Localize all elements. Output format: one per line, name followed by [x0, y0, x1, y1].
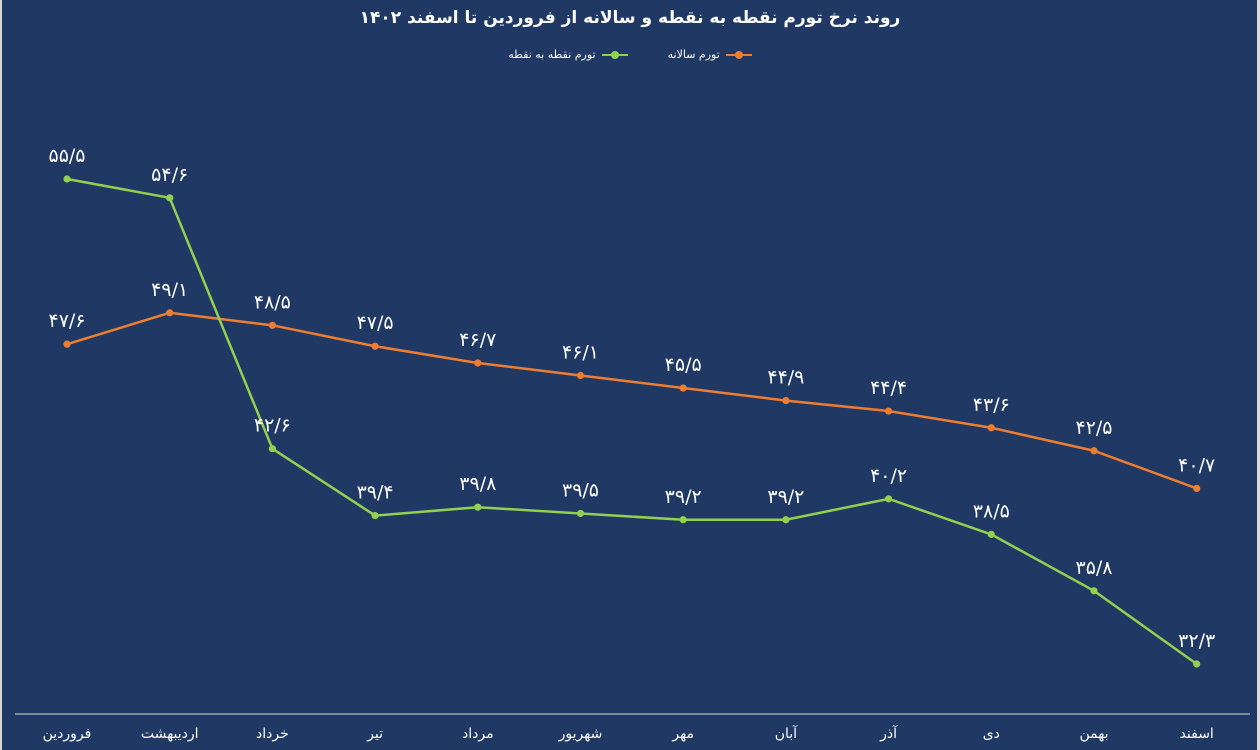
data-label-point-to-point: ۳۹/۲: [767, 486, 804, 508]
x-tick-label: فروردین: [43, 726, 92, 742]
x-tick-label: اسفند: [1180, 726, 1214, 742]
data-point-point-to-point: [268, 445, 276, 453]
data-point-point-to-point: [63, 175, 71, 183]
data-point-annual: [371, 342, 379, 350]
data-label-annual: ۴۷/۶: [48, 310, 85, 332]
data-point-point-to-point: [166, 194, 174, 202]
data-point-annual: [679, 384, 687, 392]
data-label-annual: ۴۰/۷: [1178, 454, 1215, 476]
frame-border-right: [1257, 0, 1260, 750]
chart-title: روند نرخ تورم نقطه به نقطه و سالانه از ف…: [359, 8, 901, 28]
data-label-point-to-point: ۳۵/۸: [1075, 557, 1112, 579]
data-label-point-to-point: ۵۴/۶: [151, 164, 188, 186]
data-label-annual: ۴۴/۹: [767, 367, 804, 389]
data-label-annual: ۴۹/۱: [151, 279, 188, 301]
x-tick-label: آذر: [879, 725, 898, 742]
data-point-point-to-point: [1193, 660, 1201, 668]
data-point-point-to-point: [576, 509, 585, 518]
data-label-annual: ۴۷/۵: [357, 312, 394, 334]
data-point-annual: [987, 424, 995, 432]
data-point-annual: [63, 340, 71, 348]
legend-label-point-to-point: تورم نقطه به نقطه: [508, 48, 596, 61]
data-label-point-to-point: ۴۲/۶: [254, 415, 291, 437]
x-tick-label: آبان: [775, 725, 798, 742]
legend-item-point-to-point: تورم نقطه به نقطه: [508, 48, 628, 61]
data-point-annual: [474, 359, 482, 367]
data-point-point-to-point: [885, 495, 893, 503]
data-point-point-to-point: [679, 516, 687, 524]
x-tick-label: تیر: [366, 726, 383, 742]
data-point-annual: [782, 396, 790, 405]
data-point-point-to-point: [987, 530, 995, 538]
data-label-point-to-point: ۳۹/۵: [562, 479, 599, 501]
legend-item-annual: تورم سالانه: [668, 48, 752, 61]
data-point-annual: [1193, 484, 1201, 492]
data-point-annual: [576, 371, 585, 380]
data-label-annual: ۴۲/۵: [1075, 417, 1112, 439]
series-line-annual: [66, 311, 1198, 490]
data-point-point-to-point: [371, 511, 379, 520]
data-label-annual: ۴۴/۴: [870, 377, 907, 399]
data-label-point-to-point: ۳۸/۵: [973, 500, 1010, 522]
x-tick-label: شهریور: [558, 726, 603, 742]
legend-swatch-annual: [725, 50, 752, 59]
data-label-annual: ۴۸/۵: [254, 291, 291, 313]
x-tick-label: مهر: [671, 726, 694, 742]
data-label-point-to-point: ۴۰/۲: [870, 465, 907, 487]
data-label-annual: ۴۶/۷: [459, 329, 496, 351]
data-point-annual: [166, 309, 174, 317]
data-label-point-to-point: ۵۵/۵: [48, 145, 85, 167]
x-tick-label: اردیبهشت: [141, 726, 199, 742]
data-label-annual: ۴۳/۶: [973, 394, 1010, 416]
data-point-point-to-point: [1090, 587, 1098, 595]
legend-label-annual: تورم سالانه: [667, 48, 720, 61]
data-label-point-to-point: ۳۹/۸: [459, 473, 496, 495]
chart-legend: تورم سالانه تورم نقطه به نقطه: [0, 48, 1260, 61]
data-label-point-to-point: ۳۹/۲: [665, 486, 702, 508]
data-point-annual: [268, 321, 276, 329]
data-point-point-to-point: [782, 516, 790, 524]
x-tick-label: مرداد: [462, 726, 494, 742]
x-tick-label: خرداد: [256, 726, 289, 742]
data-label-point-to-point: ۳۹/۴: [357, 482, 394, 504]
data-label-annual: ۴۶/۱: [562, 342, 599, 364]
data-label-point-to-point: ۳۲/۳: [1178, 630, 1215, 652]
x-tick-label: دی: [983, 726, 1000, 742]
data-point-annual: [885, 407, 893, 415]
frame-border-left: [0, 0, 2, 750]
data-point-annual: [1090, 447, 1098, 455]
data-point-point-to-point: [474, 503, 482, 511]
legend-swatch-point-to-point: [601, 50, 628, 59]
series-line-point-to-point: [66, 177, 1198, 666]
x-tick-label: بهمن: [1079, 726, 1108, 742]
data-label-annual: ۴۵/۵: [665, 354, 702, 376]
